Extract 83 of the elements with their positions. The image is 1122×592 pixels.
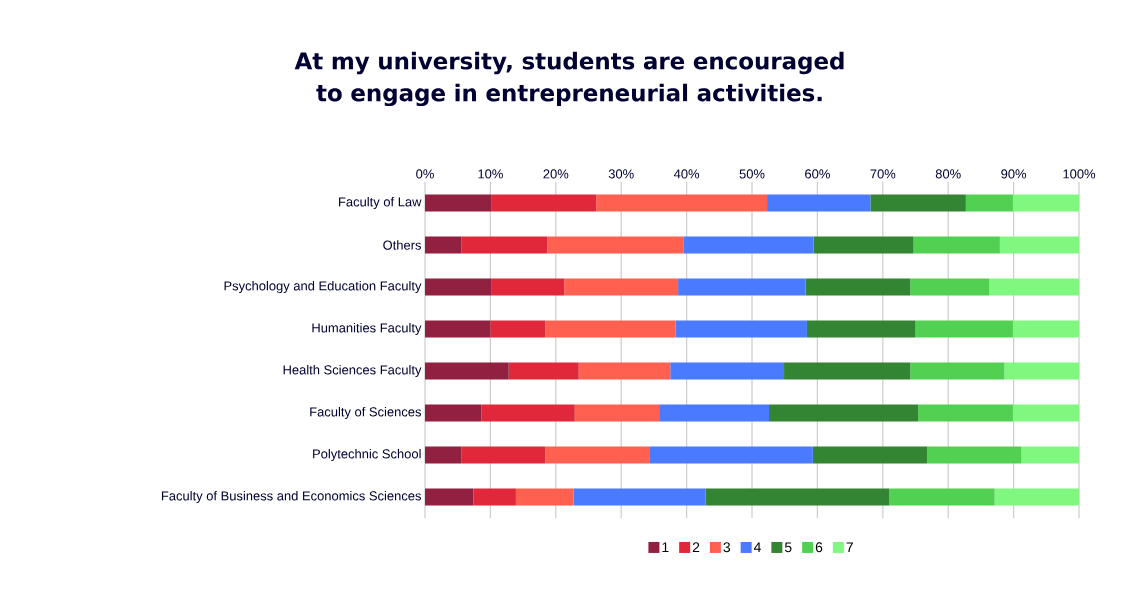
chart-title: At my university, students are encouraged to engage in entrepreneurial activities. (294, 51, 844, 107)
y-tick-label: Faculty of Law (339, 196, 422, 210)
y-tick-label: Health Sciences Faculty (283, 364, 422, 378)
bar (425, 236, 462, 254)
bar (508, 362, 579, 380)
bar (473, 488, 516, 506)
legend-label: 7 (846, 542, 853, 552)
bar (491, 194, 597, 212)
bar (678, 278, 806, 296)
bar (705, 488, 890, 506)
legend-label: 5 (784, 542, 792, 553)
bar (910, 278, 990, 296)
bar (425, 488, 474, 506)
legend-label: 3 (723, 542, 731, 553)
bar (910, 362, 1005, 380)
bar (564, 278, 679, 296)
bar (918, 404, 1013, 422)
bar (683, 236, 814, 254)
y-tick-label: Psychology and Education Faculty (224, 280, 422, 294)
bar (649, 446, 813, 464)
bar (547, 236, 684, 254)
bar (1012, 404, 1080, 422)
bar (994, 488, 1080, 506)
y-tick-label: Others (383, 240, 422, 250)
legend-label: 6 (815, 542, 823, 553)
bar (670, 362, 785, 380)
bar (425, 194, 492, 212)
bar (574, 404, 660, 422)
y-tick-label: Faculty of Sciences (310, 406, 422, 420)
x-tick-label: 30% (608, 169, 634, 179)
bar (767, 194, 871, 212)
bar (545, 320, 676, 338)
bar (675, 320, 807, 338)
bar (425, 278, 492, 296)
bar (573, 488, 706, 506)
bar (515, 488, 574, 506)
bar (806, 320, 916, 338)
bar (1021, 446, 1080, 464)
bar (769, 404, 919, 422)
bar (1004, 362, 1080, 380)
bar (813, 236, 914, 254)
bar (461, 236, 548, 254)
x-tick-label: 10% (478, 169, 503, 179)
bar (1012, 320, 1080, 338)
x-tick-label: 0% (416, 169, 434, 179)
bar (870, 194, 966, 212)
bar (425, 320, 491, 338)
bar (913, 236, 1000, 254)
bar (425, 362, 509, 380)
x-tick-label: 50% (739, 169, 765, 179)
legend-label: 4 (753, 542, 761, 552)
bar (805, 278, 911, 296)
x-tick-label: 100% (1063, 169, 1096, 179)
bar (989, 278, 1080, 296)
x-tick-label: 60% (805, 169, 830, 179)
bar (812, 446, 928, 464)
legend-label: 2 (692, 542, 700, 553)
bar (927, 446, 1022, 464)
bar (659, 404, 770, 422)
bar (425, 404, 482, 422)
bar (545, 446, 650, 464)
bar (999, 236, 1080, 254)
x-tick-label: 80% (935, 169, 961, 179)
bar (461, 446, 546, 464)
bar (481, 404, 575, 422)
bar (578, 362, 671, 380)
y-tick-label: Humanities Faculty (312, 322, 422, 336)
x-tick-label: 20% (543, 169, 569, 179)
y-tick-label: Faculty of Business and Economics Sciences (161, 490, 421, 504)
x-tick-label: 70% (870, 169, 896, 179)
bar (784, 362, 911, 380)
x-tick-label: 40% (673, 169, 700, 179)
bar (965, 194, 1013, 212)
bar (490, 320, 546, 338)
bar (1012, 194, 1080, 212)
bar (425, 446, 462, 464)
bar (491, 278, 565, 296)
x-tick-label: 90% (1001, 169, 1027, 179)
bar (889, 488, 995, 506)
bar (915, 320, 1013, 338)
bar (596, 194, 768, 212)
y-tick-label: Polytechnic School (313, 448, 421, 462)
legend-label: 1 (662, 542, 669, 552)
